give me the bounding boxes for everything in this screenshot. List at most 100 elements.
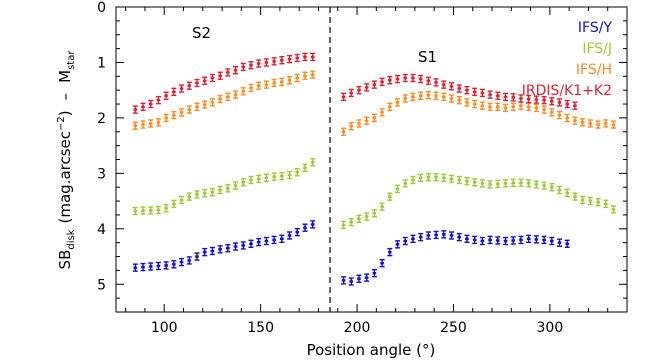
y-tick-label: 3 — [97, 166, 106, 182]
data-point — [341, 220, 347, 230]
data-point — [379, 108, 385, 117]
y-title-unit-b: ) — [56, 110, 74, 116]
data-point — [225, 184, 231, 193]
data-point — [148, 206, 154, 215]
data-point — [433, 230, 439, 240]
data-point — [248, 239, 254, 248]
data-point — [171, 199, 177, 209]
y-tick-label: 2 — [97, 111, 106, 127]
data-point — [495, 102, 501, 112]
data-point — [410, 73, 416, 83]
data-point — [263, 236, 269, 246]
data-point — [557, 98, 563, 107]
data-point — [155, 205, 161, 215]
data-point — [163, 113, 169, 123]
data-point — [587, 196, 593, 206]
data-point — [194, 78, 200, 88]
data-point — [464, 85, 470, 95]
data-point — [541, 235, 547, 245]
data-series — [132, 52, 617, 286]
data-point — [549, 183, 555, 192]
series-4 — [132, 52, 578, 114]
data-point — [287, 75, 293, 85]
data-point — [256, 174, 262, 184]
series-1 — [132, 220, 570, 286]
data-point — [140, 262, 146, 272]
data-point — [140, 206, 146, 215]
data-point — [425, 90, 431, 100]
data-point — [186, 256, 192, 265]
data-point — [240, 178, 246, 187]
data-point — [495, 179, 501, 189]
y-title-minus: – — [56, 93, 74, 101]
data-point — [541, 95, 547, 105]
data-point — [209, 188, 215, 197]
data-point — [433, 78, 439, 87]
legend-entry-ifs-h: IFS/H — [576, 62, 612, 78]
data-point — [533, 180, 539, 189]
data-point — [256, 237, 262, 247]
data-point — [263, 80, 269, 89]
data-point — [171, 260, 177, 269]
data-point — [248, 175, 254, 185]
data-point — [510, 236, 516, 245]
data-point — [155, 95, 161, 105]
axis-ticks — [116, 6, 628, 313]
data-point — [348, 88, 354, 98]
data-point — [209, 98, 215, 107]
data-point — [155, 118, 161, 127]
data-point — [225, 244, 231, 253]
data-point — [194, 190, 200, 199]
data-point — [233, 66, 239, 75]
data-point — [564, 188, 570, 197]
data-point — [294, 168, 300, 177]
data-point — [387, 247, 393, 257]
data-point — [287, 54, 293, 64]
data-point — [171, 87, 177, 97]
data-point — [202, 100, 208, 109]
data-point — [310, 70, 316, 79]
data-point — [302, 163, 308, 173]
data-point — [155, 261, 161, 271]
data-point — [395, 98, 401, 107]
y-title-exponent: −2 — [56, 116, 67, 131]
annotation-s1: S1 — [418, 48, 437, 66]
data-point — [510, 102, 516, 112]
data-point — [240, 87, 246, 96]
data-point — [310, 52, 316, 62]
data-point — [256, 81, 262, 90]
data-point — [503, 92, 509, 102]
data-point — [487, 90, 493, 99]
data-point — [163, 261, 169, 270]
x-tick-label: 150 — [247, 320, 274, 336]
data-point — [433, 173, 439, 182]
data-point — [441, 230, 447, 239]
series-3 — [132, 70, 617, 136]
data-point — [456, 175, 462, 185]
data-point — [217, 185, 223, 195]
data-point — [449, 231, 455, 240]
data-point — [202, 76, 208, 85]
y-title-m: M — [56, 70, 74, 83]
data-point — [503, 103, 509, 113]
data-point — [302, 223, 308, 232]
data-point — [449, 82, 455, 91]
y-tick-label: 5 — [97, 277, 106, 293]
y-tick-label: 0 — [97, 0, 106, 16]
data-point — [271, 172, 277, 181]
data-point — [549, 236, 555, 246]
data-point — [140, 120, 146, 129]
data-point — [379, 77, 385, 87]
data-point — [263, 173, 269, 183]
data-point — [557, 110, 563, 120]
data-point — [364, 83, 370, 92]
data-point — [186, 105, 192, 114]
data-point — [233, 90, 239, 99]
data-point — [287, 231, 293, 240]
data-point — [518, 235, 524, 245]
data-point — [441, 92, 447, 102]
data-point — [271, 57, 277, 66]
plot-frame — [115, 6, 628, 313]
data-point — [256, 59, 262, 68]
data-point — [410, 92, 416, 102]
